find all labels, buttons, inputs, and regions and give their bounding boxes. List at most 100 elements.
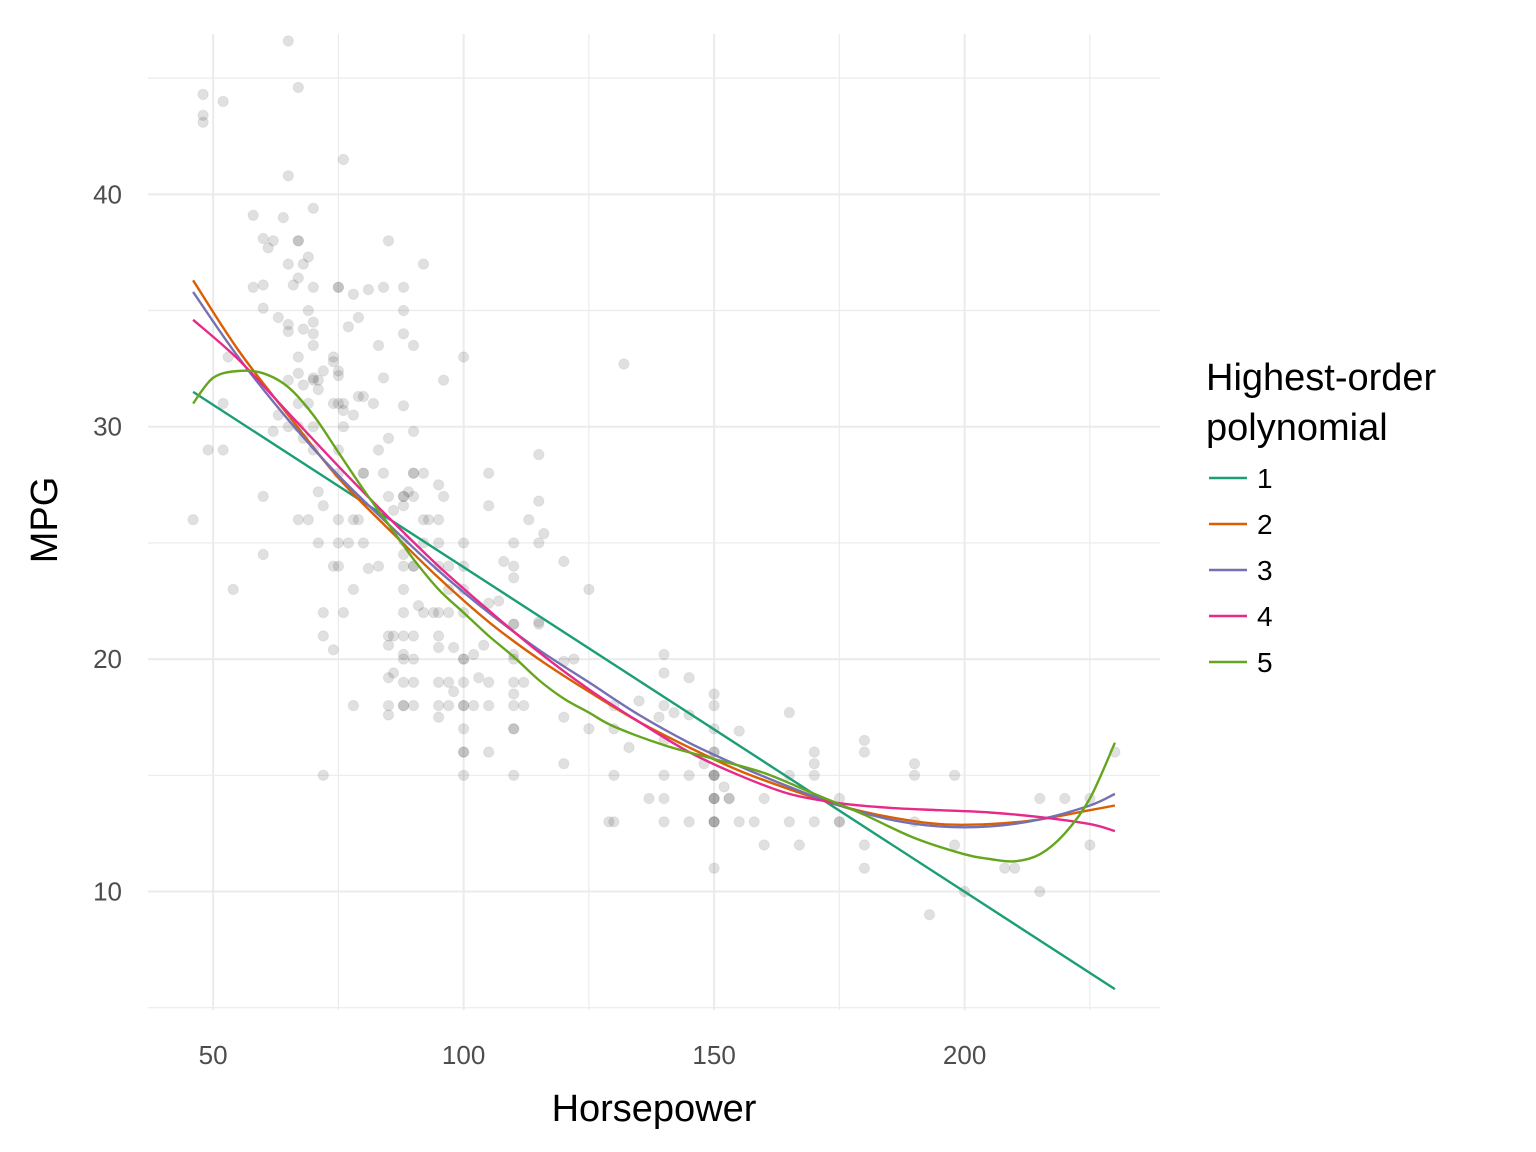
data-point bbox=[332, 281, 345, 293]
data-point bbox=[397, 400, 410, 412]
data-point bbox=[508, 648, 520, 661]
data-point bbox=[427, 606, 440, 619]
data-point bbox=[432, 479, 445, 491]
data-point bbox=[658, 667, 670, 679]
legend-title-line-2: polynomial bbox=[1206, 407, 1388, 449]
legend-label-3: 3 bbox=[1257, 555, 1273, 586]
data-point bbox=[332, 281, 345, 293]
data-point bbox=[858, 746, 871, 758]
data-point bbox=[412, 600, 425, 612]
data-point bbox=[372, 444, 385, 456]
data-point bbox=[1059, 792, 1071, 805]
data-point bbox=[307, 202, 319, 215]
data-point bbox=[397, 699, 410, 712]
data-point bbox=[257, 279, 269, 291]
data-point bbox=[297, 323, 309, 335]
data-point bbox=[708, 792, 720, 805]
data-point bbox=[337, 421, 350, 433]
data-point bbox=[442, 676, 455, 688]
x-tick-label: 50 bbox=[199, 1040, 228, 1070]
grid-major-lines bbox=[148, 34, 1160, 1010]
data-point bbox=[683, 816, 695, 828]
data-point bbox=[347, 583, 360, 596]
data-point bbox=[923, 909, 936, 921]
data-point bbox=[467, 699, 480, 712]
data-point bbox=[382, 639, 395, 651]
data-point bbox=[432, 676, 445, 688]
data-point bbox=[457, 653, 470, 665]
data-point bbox=[397, 583, 410, 596]
data-point bbox=[498, 555, 510, 568]
data-point bbox=[708, 688, 720, 700]
data-point bbox=[257, 490, 269, 503]
data-point bbox=[332, 560, 345, 572]
data-point bbox=[217, 95, 229, 108]
data-point bbox=[708, 699, 720, 712]
data-point bbox=[397, 676, 410, 688]
data-point bbox=[347, 514, 360, 526]
data-point bbox=[457, 699, 470, 712]
data-point bbox=[387, 630, 400, 642]
x-tick-labels: 50 100 150 200 bbox=[199, 1040, 987, 1070]
data-point bbox=[292, 235, 304, 247]
data-point bbox=[668, 706, 680, 719]
data-point bbox=[377, 372, 390, 384]
data-point bbox=[197, 116, 209, 129]
fit-line-4 bbox=[192, 318, 1116, 833]
data-point bbox=[483, 597, 495, 609]
legend-item-5: 5 bbox=[1209, 647, 1273, 678]
data-point bbox=[558, 555, 570, 568]
data-point bbox=[397, 304, 410, 317]
data-point bbox=[583, 583, 595, 596]
data-point bbox=[508, 572, 520, 584]
data-point bbox=[793, 839, 805, 851]
data-point bbox=[397, 648, 410, 661]
data-point bbox=[658, 648, 670, 661]
data-point bbox=[708, 792, 720, 805]
data-point bbox=[332, 365, 345, 377]
data-point bbox=[337, 153, 350, 166]
data-point bbox=[327, 560, 340, 572]
y-axis-title: MPG bbox=[24, 477, 66, 564]
data-point bbox=[282, 170, 294, 182]
data-point bbox=[457, 676, 470, 688]
legend-item-1: 1 bbox=[1209, 463, 1273, 494]
data-point bbox=[327, 644, 340, 656]
legend-label-4: 4 bbox=[1257, 601, 1273, 632]
data-point bbox=[723, 792, 735, 805]
data-point bbox=[858, 839, 871, 851]
data-point bbox=[442, 583, 455, 596]
data-point bbox=[297, 258, 309, 270]
data-point bbox=[217, 444, 229, 456]
data-point bbox=[407, 339, 420, 352]
data-point bbox=[908, 758, 921, 770]
data-point bbox=[533, 618, 545, 630]
data-point bbox=[262, 242, 274, 254]
data-point bbox=[437, 490, 450, 503]
data-point bbox=[683, 672, 695, 684]
legend-item-2: 2 bbox=[1209, 509, 1273, 540]
data-point bbox=[332, 514, 345, 526]
legend-item-4: 4 bbox=[1209, 601, 1273, 632]
data-point bbox=[342, 321, 355, 333]
data-point bbox=[382, 235, 395, 247]
legend-title-line-1: Highest-order bbox=[1206, 357, 1437, 399]
data-point bbox=[297, 379, 309, 391]
data-point bbox=[708, 792, 720, 805]
data-point bbox=[658, 792, 670, 805]
data-point bbox=[1084, 839, 1096, 851]
data-point bbox=[508, 723, 520, 735]
fit-line-3 bbox=[192, 291, 1116, 829]
data-point bbox=[447, 685, 460, 698]
data-point bbox=[352, 514, 365, 526]
data-point bbox=[312, 383, 324, 396]
data-point bbox=[397, 699, 410, 712]
data-point bbox=[312, 486, 324, 498]
data-point bbox=[417, 514, 430, 526]
x-tick-label: 200 bbox=[943, 1040, 986, 1070]
scatter-points bbox=[187, 35, 1121, 921]
data-point bbox=[783, 816, 795, 828]
data-point bbox=[397, 490, 410, 503]
data-point bbox=[708, 769, 720, 781]
data-point bbox=[568, 653, 580, 665]
